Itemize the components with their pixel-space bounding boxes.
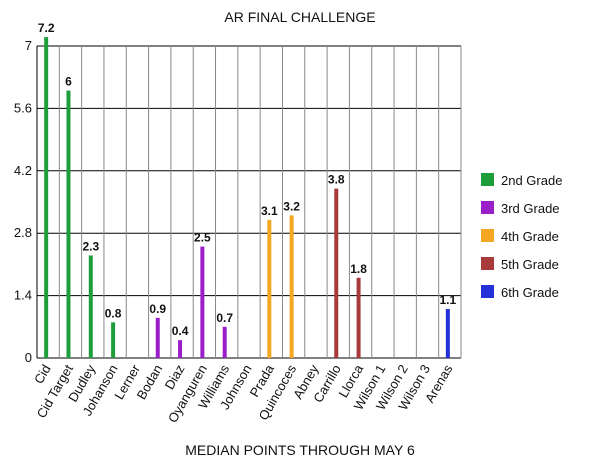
bar (66, 90, 71, 359)
data-label: 0.4 (172, 324, 189, 338)
x-axis-label: MEDIAN POINTS THROUGH MAY 6 (185, 442, 415, 458)
data-labels: 7.2 6 2.3 0.8 0.9 0.4 2.5 0.7 3.1 3.2 3.8 1.8 1.1 (38, 21, 457, 338)
y-tick-label: 1.4 (14, 288, 32, 303)
y-tick-label: 2.8 (14, 225, 32, 240)
bars (44, 37, 450, 359)
data-label: 0.8 (105, 306, 122, 320)
legend-item: 5th Grade (481, 257, 559, 272)
bar (222, 326, 227, 358)
legend-label: 2nd Grade (501, 173, 562, 188)
legend-swatch (481, 257, 494, 270)
y-tick-label: 0 (25, 350, 32, 365)
legend-swatch (481, 201, 494, 214)
bar (267, 219, 272, 358)
data-label: 2.3 (82, 239, 99, 253)
legend-item: 6th Grade (481, 285, 559, 300)
bar (445, 308, 450, 358)
data-label: 3.2 (283, 199, 300, 213)
legend-swatch (481, 173, 494, 186)
bar (44, 37, 49, 358)
y-axis-ticks: 0 1.4 2.8 4.2 5.6 7 (14, 38, 32, 365)
legend-swatch (481, 229, 494, 242)
y-tick-label: 7 (25, 38, 32, 53)
y-tick-label: 4.2 (14, 163, 32, 178)
data-label: 1.8 (350, 262, 367, 276)
legend-item: 2nd Grade (481, 173, 562, 188)
data-label: 7.2 (38, 21, 55, 35)
legend-label: 5th Grade (501, 257, 559, 272)
grid (36, 45, 462, 359)
bar (178, 340, 183, 358)
legend-item: 3rd Grade (481, 201, 560, 216)
legend-label: 4th Grade (501, 229, 559, 244)
legend-label: 6th Grade (501, 285, 559, 300)
y-tick-label: 5.6 (14, 100, 32, 115)
bar (289, 215, 294, 358)
data-label: 0.7 (216, 311, 233, 325)
chart-title: AR FINAL CHALLENGE (224, 9, 375, 25)
bar (200, 246, 205, 358)
bar (111, 322, 116, 358)
data-label: 2.5 (194, 231, 211, 245)
data-label: 1.1 (439, 293, 456, 307)
bar (334, 188, 339, 358)
legend-swatch (481, 285, 494, 298)
data-label: 3.1 (261, 204, 278, 218)
legend-label: 3rd Grade (501, 201, 560, 216)
bar (88, 255, 93, 358)
data-label: 0.9 (149, 302, 166, 316)
data-label: 6 (65, 75, 72, 89)
legend-item: 4th Grade (481, 229, 559, 244)
bar (356, 277, 361, 358)
data-label: 3.8 (328, 173, 345, 187)
legend: 2nd Grade 3rd Grade 4th Grade 5th Grade 6th … (481, 173, 562, 300)
bar (155, 317, 160, 358)
